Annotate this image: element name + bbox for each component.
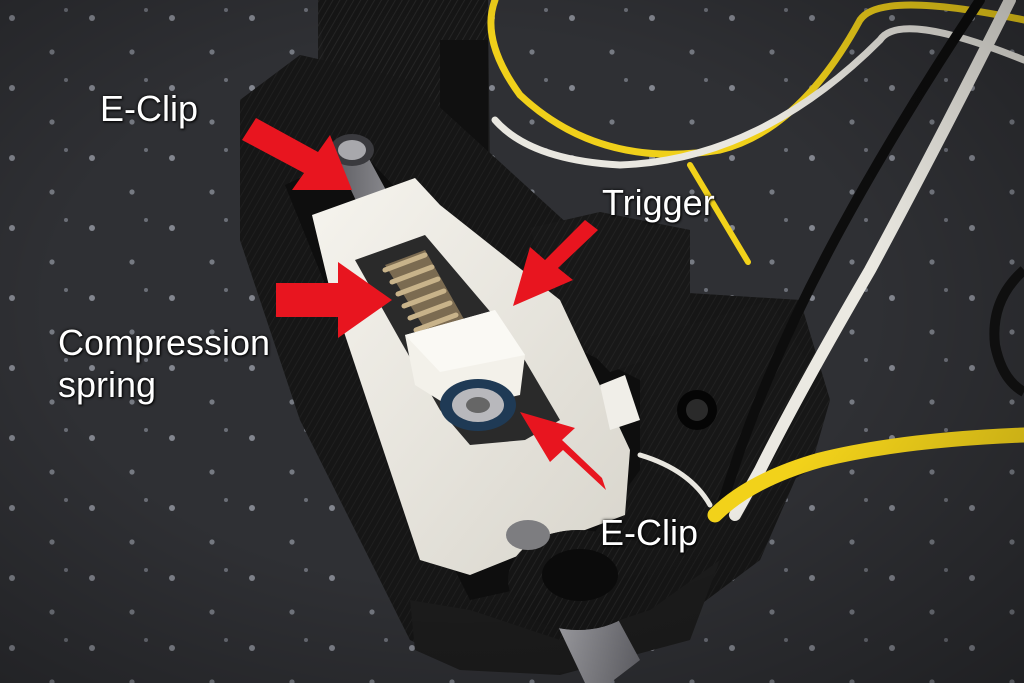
arrow-e-clip-bottom	[520, 412, 606, 490]
label-e-clip-bottom: E-Clip	[600, 512, 699, 553]
annotation-arrows	[242, 118, 606, 490]
label-e-clip-top: E-Clip	[100, 88, 199, 129]
label-compression-spring: Compression spring	[58, 322, 271, 405]
arrow-trigger	[513, 220, 598, 306]
arrow-e-clip-top	[242, 118, 352, 190]
arrow-compression-spring	[276, 262, 392, 338]
label-trigger: Trigger	[602, 182, 715, 223]
